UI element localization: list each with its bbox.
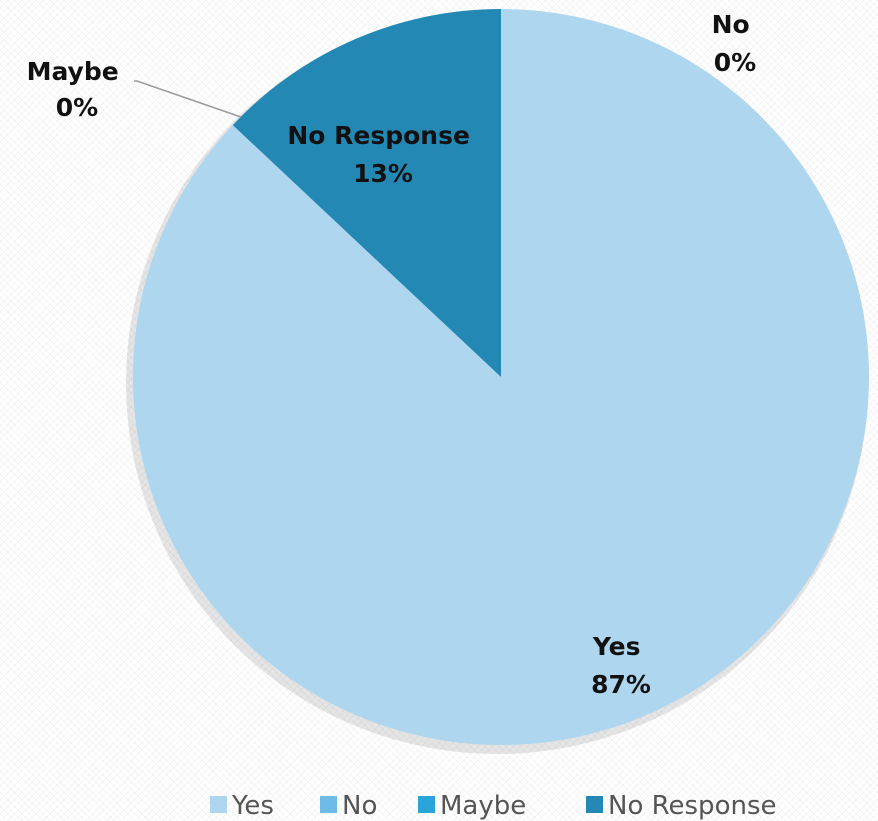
legend: Yes No Maybe No Response (210, 791, 777, 821)
legend-swatch-yes (210, 796, 227, 813)
pie-slice-yes (132, 9, 869, 745)
data-labels: Yes 87% No 0% Maybe 0% No Response 13% (27, 10, 759, 699)
legend-label-no: No (342, 791, 377, 821)
legend-item-yes: Yes (210, 791, 274, 821)
data-label-no-response-value: 13% (353, 159, 413, 188)
pie-slice-maybe (232, 125, 501, 377)
data-label-yes-value: 87% (591, 670, 651, 699)
leader-lines (134, 80, 242, 118)
data-label-no-response-name: No Response (287, 121, 470, 150)
legend-label-yes: Yes (231, 791, 274, 821)
legend-label-no-response: No Response (608, 791, 777, 821)
legend-item-maybe: Maybe (418, 791, 526, 821)
legend-label-maybe: Maybe (440, 791, 526, 821)
data-label-yes-name: Yes (592, 632, 641, 661)
legend-swatch-no (320, 796, 337, 813)
data-label-no-response: No Response 13% (287, 121, 478, 188)
data-label-no: No 0% (712, 10, 759, 77)
legend-swatch-maybe (418, 796, 435, 813)
data-label-yes: Yes 87% (591, 632, 651, 699)
data-label-maybe: Maybe 0% (27, 57, 128, 122)
legend-item-no: No (320, 791, 377, 821)
pie-slices (132, 9, 869, 745)
pie-slice-no-response (232, 9, 501, 377)
data-label-maybe-name: Maybe (27, 57, 119, 86)
leader-line-maybe (134, 80, 242, 118)
data-label-maybe-value: 0% (56, 93, 98, 122)
legend-swatch-no-response (586, 796, 603, 813)
legend-item-no-response: No Response (586, 791, 777, 821)
data-label-no-value: 0% (714, 48, 756, 77)
data-label-no-name: No (712, 10, 750, 39)
